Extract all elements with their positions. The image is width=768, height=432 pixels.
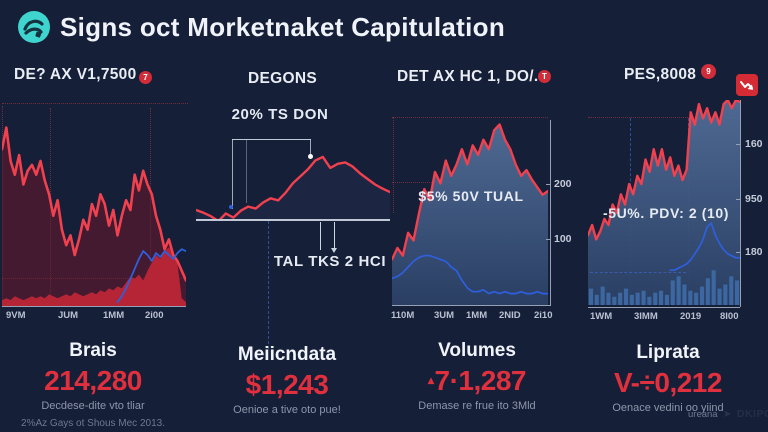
callout-line <box>334 222 335 248</box>
gridline <box>588 117 736 118</box>
tick-mark <box>736 252 741 253</box>
panel1-x-axis <box>2 306 186 307</box>
panel1-x-tick: 2i00 <box>145 310 164 321</box>
gridline <box>393 117 394 213</box>
stat-value: 214,280 <box>44 365 142 396</box>
gridline <box>2 103 188 104</box>
bracket-line <box>310 139 311 155</box>
stat-title: Liprata <box>636 342 700 363</box>
stat-value-text: 7·1,287 <box>434 365 527 396</box>
tick-mark <box>736 199 741 200</box>
panel1-price-chart <box>2 126 186 306</box>
panel3-header: DET AX HC 1, DO/. <box>397 68 539 85</box>
gridline <box>392 117 548 118</box>
up-triangle-icon: ▴ <box>428 373 434 387</box>
panel3-price-chart <box>392 123 548 305</box>
panel3-alert-badge-icon: T <box>538 70 551 83</box>
panel1-x-tick: 1MM <box>103 310 125 321</box>
watermark: ureana ➤ DKIPO <box>688 404 768 422</box>
panel3-x-tick: 110M <box>391 310 415 321</box>
panel4-y-tick: 950 <box>745 193 763 205</box>
bracket-line <box>246 139 247 203</box>
panel2-header: DEGONS <box>248 70 317 87</box>
signal-baseline <box>590 272 686 273</box>
stat-caption: Oenioe a tive oto pue! <box>233 404 341 416</box>
panel1-alert-badge-icon: 7 <box>139 71 152 84</box>
panel4-x-tick: 3IMM <box>634 311 658 322</box>
panel2-annotation-bottom: TAL TKS 2 HCI <box>273 253 387 270</box>
panel1-header: DE? AX V1,7500 <box>14 66 137 83</box>
panel3-x-axis <box>392 305 550 306</box>
stat-title: Brais <box>69 340 117 361</box>
panel4-x-axis <box>588 307 740 308</box>
panel3-x-tick: 2i10 <box>534 310 553 321</box>
panel3-stats: Volumes ▴7·1,287 Demase re frue ito 3Mld <box>398 340 556 412</box>
panel4-x-tick: 2019 <box>680 311 702 322</box>
marker-dot-icon <box>308 154 313 159</box>
stat-value: $1,243 <box>245 369 329 400</box>
stat-caption: Oenace vedini oo yiind <box>612 402 724 414</box>
watermark-brand: DKIPO <box>736 408 768 420</box>
watermark-logo-icon: ➤ <box>723 409 732 420</box>
panel4-price-chart <box>588 100 740 305</box>
panel4-y-tick: 180 <box>745 246 763 258</box>
panel2-price-chart <box>196 155 390 219</box>
panel2-annotation-top: 20% TS DON <box>231 106 329 123</box>
panel2-x-axis <box>196 219 390 221</box>
panel3-y-axis <box>550 120 551 306</box>
panel3-y-tick: 100 <box>554 233 572 245</box>
gridline <box>268 221 269 349</box>
gridline <box>392 182 456 183</box>
panel3-x-tick: 3UM <box>434 310 455 321</box>
panel3-annotation: $5% 50V TUAL <box>418 188 524 204</box>
tick-mark <box>736 144 741 145</box>
panel1-x-tick: JUM <box>58 310 79 321</box>
stat-value: ▴7·1,287 <box>398 365 556 397</box>
app-logo-icon <box>18 11 50 43</box>
stat-caption: Demase re frue ito 3Mld <box>418 400 536 412</box>
bracket-line <box>232 139 233 209</box>
panel4-alert-badge-icon: 9 <box>701 64 716 79</box>
watermark-text: ureana <box>688 409 718 420</box>
panel2-stats: Meiicndata $1,243 Oenioe a tive oto pue! <box>198 344 376 416</box>
tick-mark <box>546 239 551 240</box>
panel3-y-tick: 200 <box>554 178 572 190</box>
page-title: Signs oct Morketnaket Capitulation <box>60 12 506 42</box>
title-bar: Signs oct Morketnaket Capitulation <box>0 0 768 56</box>
panel3-x-tick: 1MM <box>466 310 488 321</box>
panel4-annotation: -5U%. PDV: 2 (10) <box>602 205 730 221</box>
panel4-y-axis <box>740 100 741 307</box>
panel4-x-tick: 1WM <box>590 311 613 322</box>
panel1-stats: Brais 214,280 Decdese-dite vto tliar 2%A… <box>8 340 178 429</box>
bracket-line <box>232 139 311 140</box>
marker-dot-icon <box>229 205 233 209</box>
panel4-x-tick: 8I00 <box>720 311 739 322</box>
stat-value: V-÷0,212 <box>614 367 722 398</box>
panel4-header: PES,8008 <box>624 66 697 83</box>
panel4-stats: Liprata V-÷0,212 Oenace vedini oo yiind <box>588 342 748 414</box>
tick-mark <box>546 184 551 185</box>
panel4-y-tick: 160 <box>745 138 763 150</box>
stat-title: Volumes <box>438 340 516 361</box>
stat-title: Meiicndata <box>237 344 337 365</box>
callout-line <box>320 222 321 250</box>
stat-footnote: 2%Az Gays ot Shous Mec 2013. <box>21 418 165 429</box>
stat-caption: Decdese-dite vto tliar <box>41 400 145 412</box>
panel1-x-tick: 9VM <box>6 310 26 321</box>
panel3-x-tick: 2NID <box>499 310 521 321</box>
down-arrow-icon <box>331 248 337 253</box>
downtrend-icon <box>736 74 758 96</box>
